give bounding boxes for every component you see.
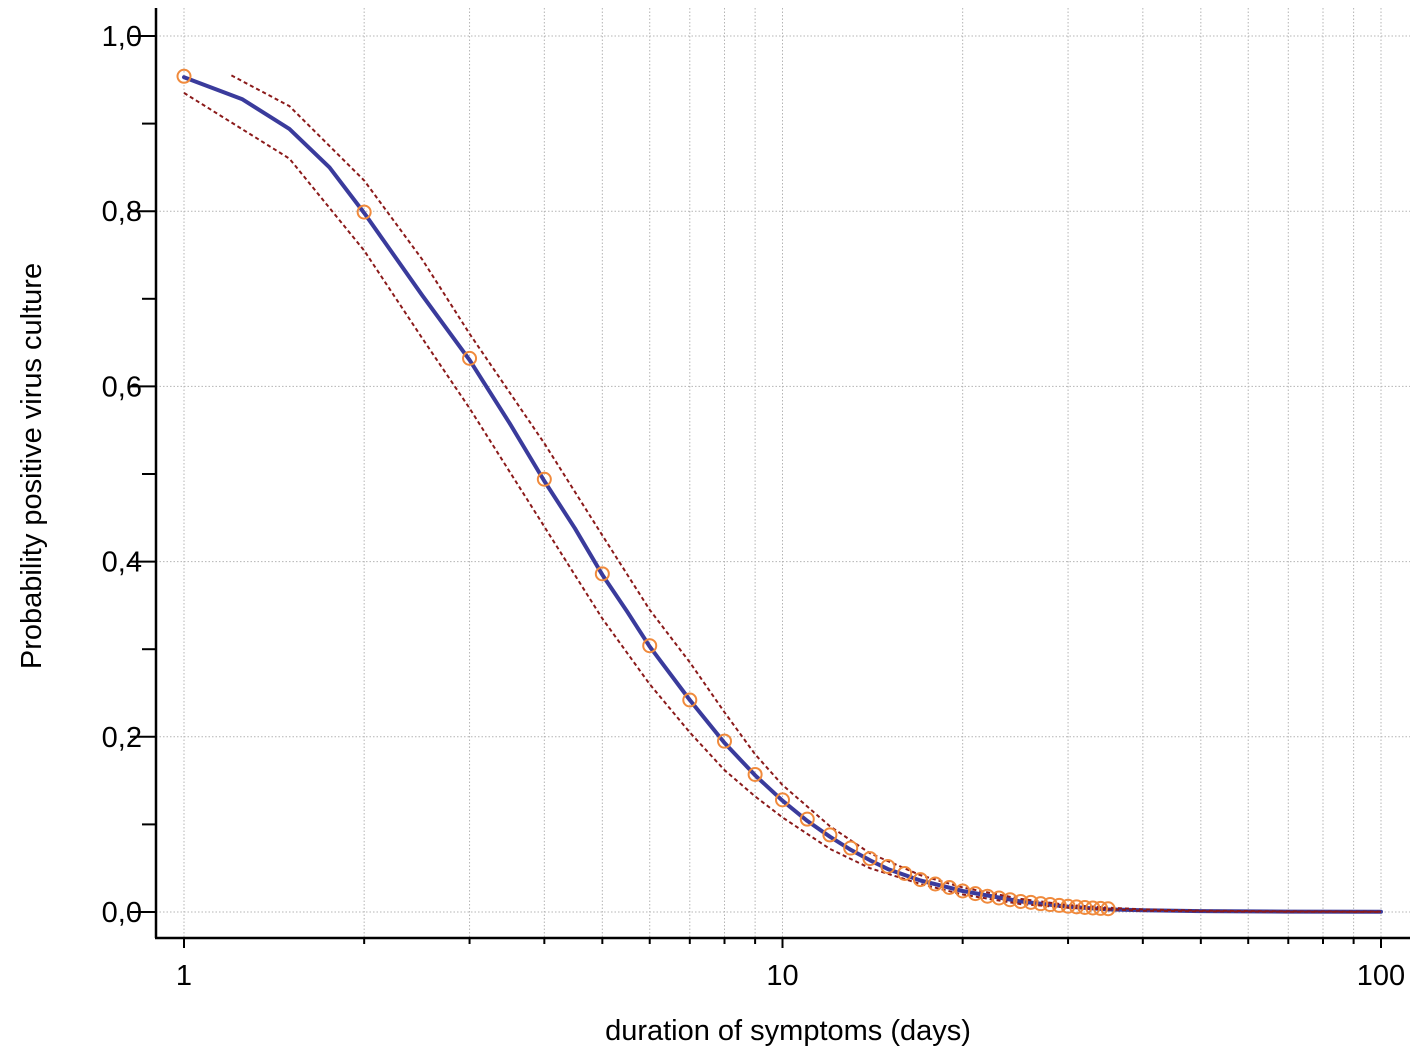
data-point — [1013, 893, 1029, 909]
data-point — [1100, 901, 1116, 917]
plot-area — [176, 68, 1383, 917]
data-point — [1093, 900, 1109, 916]
tick-labels: 1 10 100 0,0 0,2 0,4 0,6 0,8 1,0 — [102, 21, 1406, 992]
grid-lines — [156, 8, 1410, 938]
data-point — [941, 879, 957, 895]
data-point — [1042, 897, 1058, 913]
data-point — [176, 68, 192, 84]
y-tick-label: 0,0 — [102, 897, 142, 929]
data-point — [1060, 898, 1076, 914]
data-point — [594, 566, 610, 582]
data-point — [682, 692, 698, 708]
upper-ci-line — [230, 74, 1382, 913]
x-tick-label: 10 — [766, 960, 798, 992]
data-point — [1085, 900, 1101, 916]
data-point — [775, 792, 790, 808]
data-point — [642, 638, 658, 654]
tick-marks — [130, 35, 1382, 948]
y-axis-title: Probability positive virus culture — [16, 263, 48, 669]
data-point — [1023, 894, 1039, 910]
data-point — [1069, 899, 1085, 915]
data-point — [536, 471, 552, 487]
data-point — [912, 872, 928, 888]
data-point — [799, 811, 815, 827]
data-point — [462, 350, 478, 366]
data-point — [1051, 897, 1067, 913]
x-tick-label: 1 — [176, 960, 192, 992]
y-tick-label: 0,6 — [102, 371, 142, 403]
data-point — [927, 876, 943, 892]
data-point — [356, 204, 372, 220]
data-point — [822, 827, 838, 843]
data-point — [897, 865, 913, 881]
data-point — [880, 858, 896, 874]
data-point — [862, 851, 878, 867]
x-tick-label: 100 — [1357, 960, 1405, 992]
y-tick-label: 0,8 — [102, 196, 142, 228]
data-point — [1033, 896, 1049, 912]
y-tick-label: 0,2 — [102, 722, 142, 754]
data-point — [1077, 899, 1093, 915]
data-point — [843, 840, 859, 856]
x-axis-title: duration of symptoms (days) — [605, 1015, 971, 1047]
data-point — [991, 890, 1007, 906]
y-tick-label: 1,0 — [102, 21, 142, 53]
data-point — [1002, 892, 1018, 908]
data-point — [747, 766, 763, 782]
data-point — [979, 888, 995, 904]
y-tick-label: 0,4 — [102, 547, 142, 579]
data-point-markers — [176, 68, 1116, 917]
data-point — [716, 733, 732, 749]
